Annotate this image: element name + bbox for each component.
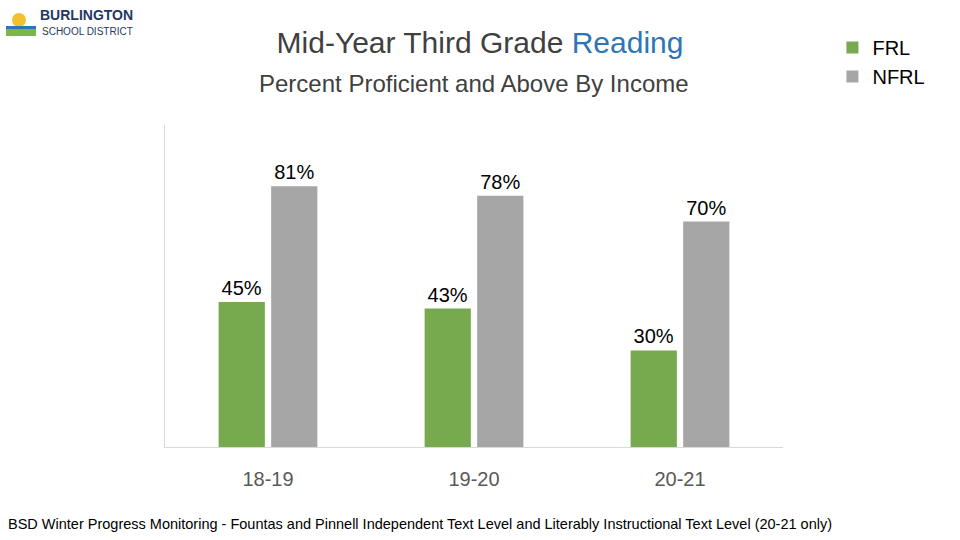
svg-text:Percent Proficient and Above B: Percent Proficient and Above By Income (259, 70, 689, 97)
svg-text:20-21: 20-21 (654, 468, 705, 490)
svg-text:Mid-Year Third Grade Reading: Mid-Year Third Grade Reading (277, 26, 684, 59)
svg-text:45%: 45% (222, 277, 262, 299)
svg-text:BSD Winter Progress Monitoring: BSD Winter Progress Monitoring - Fountas… (8, 516, 832, 532)
svg-text:19-20: 19-20 (448, 468, 499, 490)
svg-text:43%: 43% (428, 284, 468, 306)
svg-text:70%: 70% (686, 197, 726, 219)
svg-text:FRL: FRL (872, 37, 910, 59)
svg-text:81%: 81% (274, 161, 314, 183)
svg-text:78%: 78% (480, 171, 520, 193)
svg-text:NFRL: NFRL (872, 66, 924, 88)
svg-text:BURLINGTON: BURLINGTON (40, 7, 133, 23)
svg-text:18-19: 18-19 (242, 468, 293, 490)
svg-text:SCHOOL DISTRICT: SCHOOL DISTRICT (42, 26, 133, 37)
svg-text:30%: 30% (634, 325, 674, 347)
